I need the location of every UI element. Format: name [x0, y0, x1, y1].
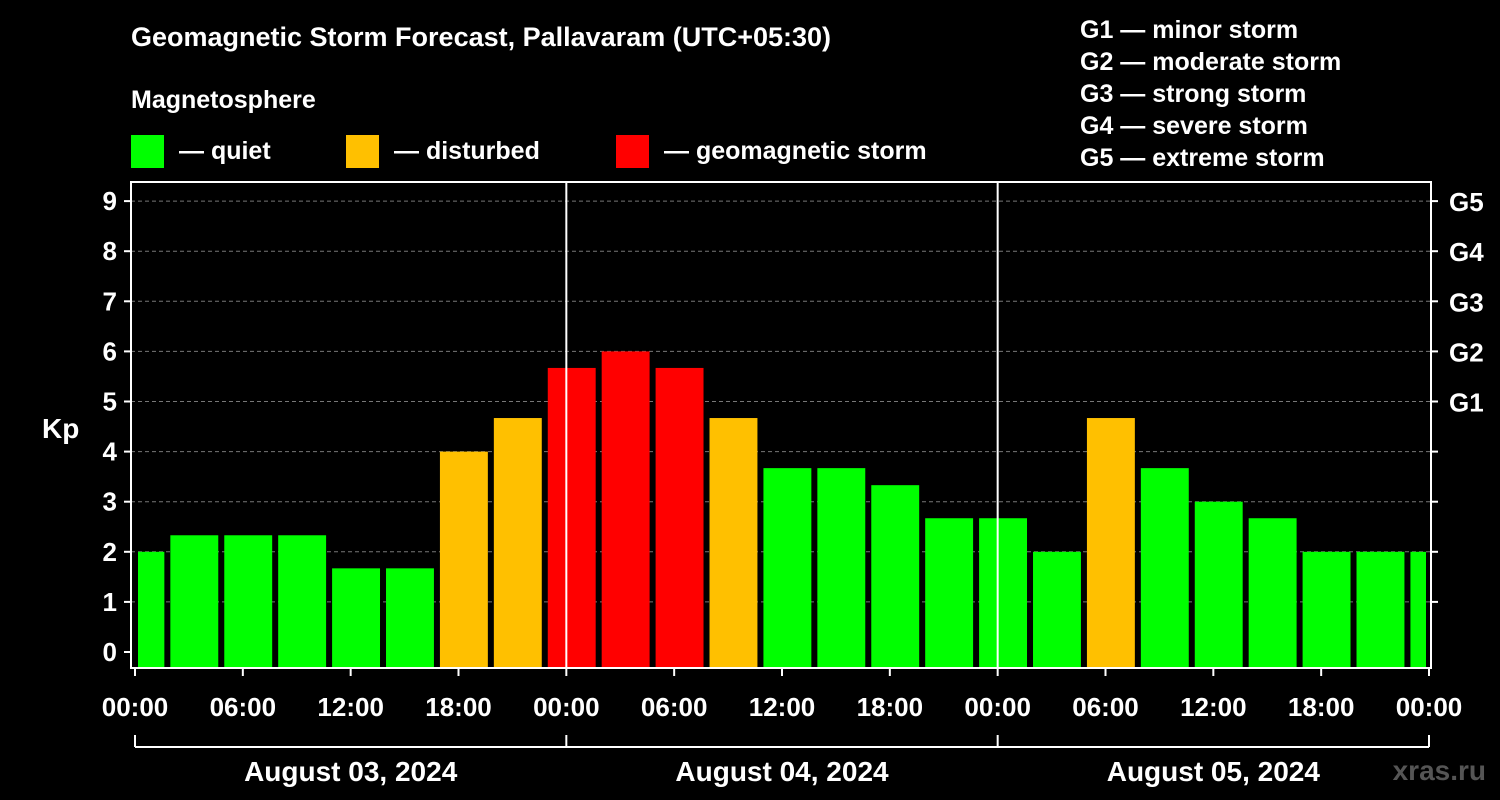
x-tick-label: 06:00: [210, 692, 277, 722]
bar-quiet: [170, 535, 219, 668]
legend-swatch-storm: [616, 134, 649, 168]
legend-label-quiet: — quiet: [179, 136, 271, 165]
bar-disturbed: [493, 418, 542, 668]
x-tick-label: 18:00: [857, 692, 924, 722]
bar-quiet: [817, 468, 866, 668]
bar-quiet: [979, 518, 1028, 668]
bar-quiet: [1140, 468, 1189, 668]
bar-quiet: [1194, 501, 1243, 668]
bar-quiet: [278, 535, 327, 668]
y-tick-label: 3: [103, 487, 117, 517]
y-tick-label: 9: [103, 186, 117, 216]
date-label: August 05, 2024: [1107, 756, 1321, 787]
g-scale-label: G5: [1449, 187, 1484, 217]
g-scale-label: G4: [1449, 237, 1484, 267]
y-tick-label: 6: [103, 336, 117, 366]
bar-storm: [547, 367, 596, 668]
bar-quiet: [1248, 518, 1297, 668]
bar-storm: [601, 351, 650, 668]
bar-quiet: [763, 468, 812, 668]
date-label: August 03, 2024: [244, 756, 458, 787]
storm-scale-g1: G1 — minor storm: [1080, 16, 1299, 44]
storm-scale-g3: G3 — strong storm: [1080, 80, 1307, 108]
g-scale-label: G2: [1449, 337, 1484, 367]
y-axis-label: Kp: [42, 413, 79, 444]
x-tick-label: 06:00: [1072, 692, 1139, 722]
x-tick-label: 18:00: [425, 692, 492, 722]
legend-label-disturbed: — disturbed: [394, 136, 540, 165]
x-tick-label: 12:00: [317, 692, 384, 722]
y-tick-label: 2: [103, 537, 117, 567]
bar-quiet: [1033, 551, 1081, 668]
date-label: August 04, 2024: [675, 756, 889, 787]
x-tick-label: 00:00: [102, 692, 169, 722]
legend-item-quiet: — quiet: [131, 134, 271, 168]
storm-scale-g5: G5 — extreme storm: [1080, 144, 1325, 172]
y-tick-label: 0: [103, 637, 117, 667]
x-tick-label: 06:00: [641, 692, 708, 722]
x-tick-label: 00:00: [964, 692, 1031, 722]
bar-quiet: [1410, 551, 1426, 668]
y-tick-label: 5: [103, 387, 117, 417]
legend-swatch-quiet: [131, 134, 164, 168]
legend-title: Magnetosphere: [131, 86, 316, 114]
y-tick-label: 7: [103, 286, 117, 316]
bar-disturbed: [709, 418, 758, 668]
watermark: xras.ru: [1392, 755, 1486, 786]
bar-quiet: [386, 568, 434, 668]
bar-disturbed: [1086, 418, 1135, 668]
y-tick-label: 1: [103, 587, 117, 617]
legend-item-disturbed: — disturbed: [346, 134, 540, 168]
y-tick-label: 4: [103, 437, 118, 467]
y-tick-label: 8: [103, 236, 117, 266]
legend-label-storm: — geomagnetic storm: [664, 136, 927, 165]
x-tick-label: 18:00: [1288, 692, 1355, 722]
x-tick-label: 12:00: [1180, 692, 1247, 722]
x-tick-label: 00:00: [533, 692, 600, 722]
bar-quiet: [925, 518, 974, 668]
g-scale-label: G1: [1449, 388, 1484, 418]
storm-scale-g4: G4 — severe storm: [1080, 112, 1308, 140]
storm-scale-g2: G2 — moderate storm: [1080, 48, 1342, 76]
g-scale-label: G3: [1449, 287, 1484, 317]
storm-scale-legend: G1 — minor storm G2 — moderate storm G3 …: [1080, 14, 1341, 174]
bar-quiet: [138, 551, 165, 668]
legend-swatch-disturbed: [346, 134, 379, 168]
x-tick-label: 00:00: [1396, 692, 1463, 722]
bar-disturbed: [439, 451, 488, 668]
x-tick-label: 12:00: [749, 692, 816, 722]
bar-quiet: [224, 535, 273, 668]
bar-quiet: [332, 568, 381, 668]
bar-quiet: [871, 485, 920, 668]
bar-storm: [655, 367, 704, 668]
legend-item-storm: — geomagnetic storm: [616, 134, 927, 168]
bar-quiet: [1356, 551, 1405, 668]
bar-quiet: [1302, 551, 1351, 668]
chart-title: Geomagnetic Storm Forecast, Pallavaram (…: [131, 22, 832, 52]
